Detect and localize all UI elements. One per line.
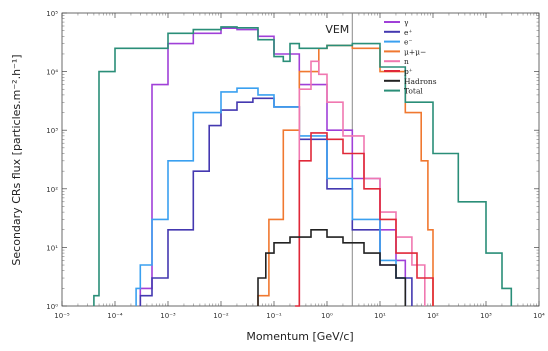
- series-line-total: [93, 26, 513, 306]
- x-tick-label: 10¹: [374, 312, 386, 320]
- y-tick-label: 10⁰: [46, 303, 58, 311]
- x-tick-label: 10⁰: [321, 312, 333, 320]
- legend-label: e⁺: [404, 28, 412, 37]
- x-tick-label: 10⁻⁴: [107, 312, 123, 320]
- legend-label: Hadrons: [404, 77, 437, 86]
- legend-label: Total: [404, 87, 423, 96]
- legend-label: μ+μ−: [404, 47, 426, 56]
- x-axis-label: Momentum [GeV/c]: [246, 330, 353, 343]
- x-tick-label: 10⁻¹: [266, 312, 282, 320]
- y-axis-label: Secondary CRs flux [particles.m⁻².h⁻¹]: [10, 54, 23, 265]
- y-tick-labels: 10⁰ 10¹ 10² 10³ 10⁴ 10⁵: [46, 10, 58, 311]
- series-lines: [93, 26, 513, 307]
- vem-label: VEM: [325, 23, 349, 36]
- legend-label: p⁺: [404, 67, 413, 76]
- x-tick-label: 10⁻²: [213, 312, 229, 320]
- y-tick-label: 10²: [46, 186, 58, 194]
- plot-frame: [61, 12, 540, 307]
- x-tick-label: 10²: [427, 312, 439, 320]
- series-line-series: [139, 27, 407, 306]
- series-line-p: [295, 132, 434, 307]
- x-tick-label: 10³: [480, 312, 492, 320]
- x-tick-label: 10⁻³: [160, 312, 176, 320]
- y-tick-label: 10¹: [46, 244, 58, 252]
- y-tick-label: 10³: [46, 127, 58, 135]
- x-tick-label: 10⁴: [533, 312, 545, 320]
- y-tick-label: 10⁵: [46, 10, 58, 18]
- y-tick-label: 10⁴: [46, 69, 58, 77]
- x-tick-label: 10⁻⁵: [54, 312, 70, 320]
- legend-label: e⁻: [404, 38, 412, 47]
- series-line-hadrons: [257, 229, 407, 306]
- legend-label: γ: [404, 18, 409, 27]
- series-line-n: [298, 60, 426, 306]
- x-tick-labels: 10⁻⁵ 10⁻⁴ 10⁻³ 10⁻² 10⁻¹ 10⁰ 10¹ 10² 10³ 10⁴: [54, 312, 545, 320]
- legend-label: n: [404, 57, 409, 66]
